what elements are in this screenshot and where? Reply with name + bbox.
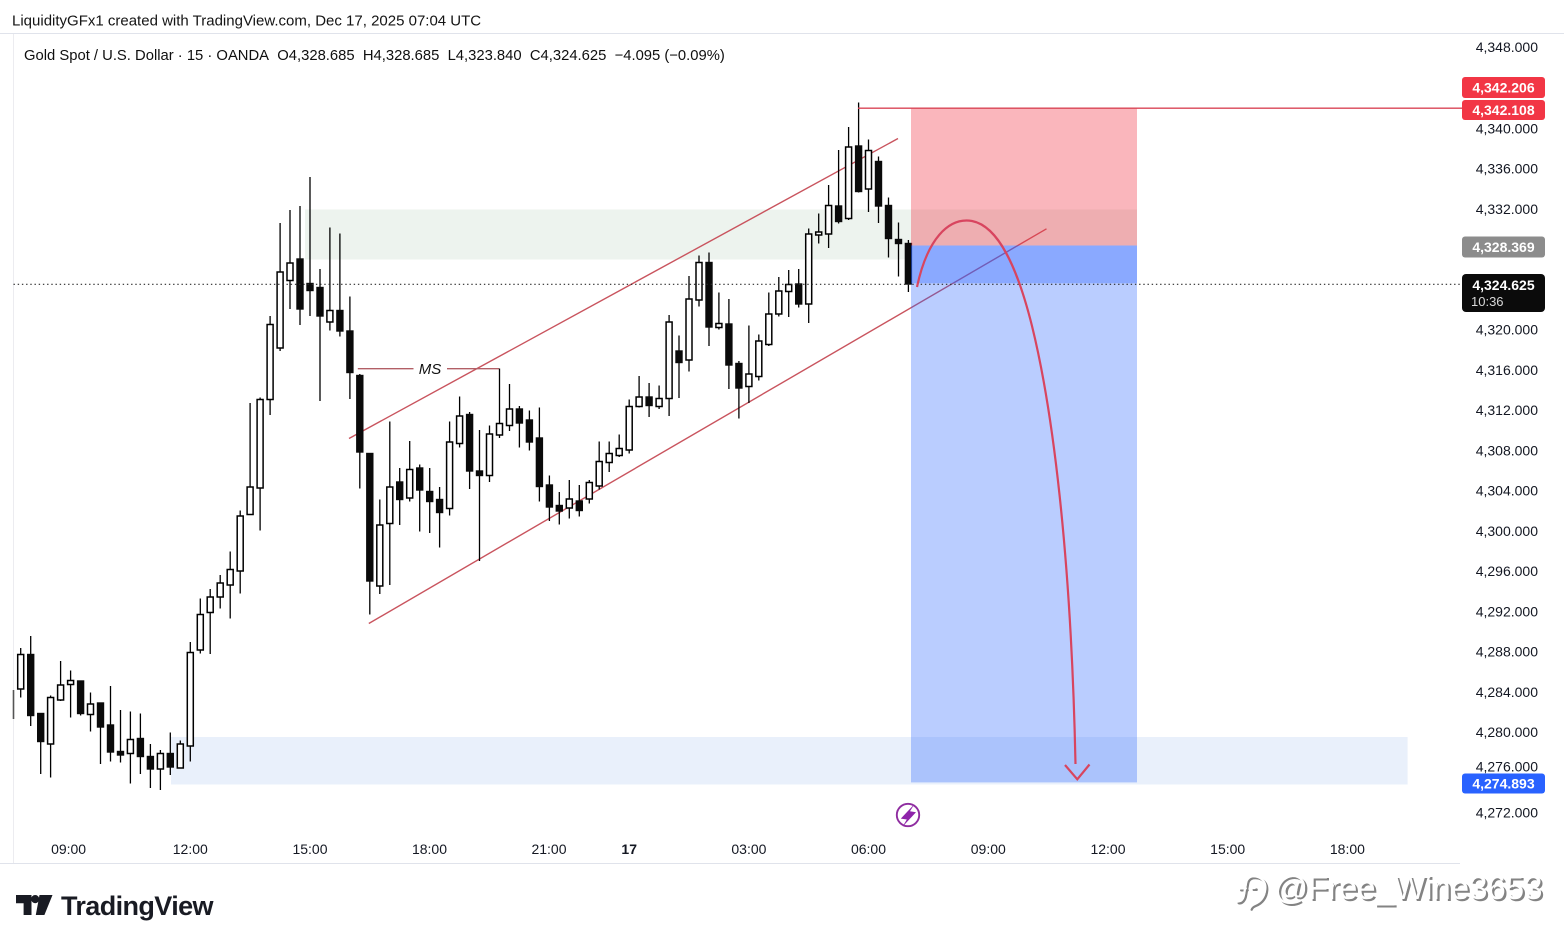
svg-text:MS: MS (419, 361, 442, 378)
svg-text:4,312.000: 4,312.000 (1476, 402, 1538, 418)
svg-text:4,342.108: 4,342.108 (1472, 102, 1534, 118)
svg-text:17: 17 (621, 841, 637, 857)
svg-text:4,276.000: 4,276.000 (1476, 758, 1538, 774)
svg-text:15:00: 15:00 (1210, 841, 1245, 857)
svg-text:09:00: 09:00 (51, 841, 86, 857)
svg-text:12:00: 12:00 (1090, 841, 1125, 857)
svg-text:4,342.206: 4,342.206 (1472, 80, 1534, 96)
svg-text:4,320.000: 4,320.000 (1476, 322, 1538, 338)
svg-text:03:00: 03:00 (731, 841, 766, 857)
svg-text:4,296.000: 4,296.000 (1476, 563, 1538, 579)
svg-text:@Free_Wine3653: @Free_Wine3653 (1274, 870, 1542, 907)
svg-text:15:00: 15:00 (292, 841, 327, 857)
svg-text:4,328.369: 4,328.369 (1472, 239, 1534, 255)
svg-text:4,336.000: 4,336.000 (1476, 161, 1538, 177)
svg-text:4,288.000: 4,288.000 (1476, 644, 1538, 660)
svg-text:LiquidityGFx1 created with Tra: LiquidityGFx1 created with TradingView.c… (12, 13, 481, 30)
svg-text:4,348.000: 4,348.000 (1476, 39, 1538, 55)
svg-text:09:00: 09:00 (971, 841, 1006, 857)
svg-text:4,324.625: 4,324.625 (1472, 277, 1534, 293)
svg-text:4,308.000: 4,308.000 (1476, 443, 1538, 459)
svg-text:4,340.000: 4,340.000 (1476, 121, 1538, 137)
svg-text:06:00: 06:00 (851, 841, 886, 857)
svg-text:10:36: 10:36 (1471, 294, 1504, 309)
svg-text:4,300.000: 4,300.000 (1476, 523, 1538, 539)
svg-text:4,280.000: 4,280.000 (1476, 724, 1538, 740)
svg-text:4,292.000: 4,292.000 (1476, 604, 1538, 620)
svg-text:21:00: 21:00 (531, 841, 566, 857)
svg-text:18:00: 18:00 (412, 841, 447, 857)
svg-text:@Free_Wine3653: @Free_Wine3653 (1276, 872, 1544, 909)
svg-text:4,316.000: 4,316.000 (1476, 362, 1538, 378)
svg-text:Gold Spot / U.S. Dollar · 15 ·: Gold Spot / U.S. Dollar · 15 · OANDA O4,… (24, 48, 725, 64)
svg-text:4,272.000: 4,272.000 (1476, 805, 1538, 821)
svg-text:12:00: 12:00 (173, 841, 208, 857)
svg-text:4,284.000: 4,284.000 (1476, 684, 1538, 700)
svg-text:4,332.000: 4,332.000 (1476, 201, 1538, 217)
svg-text:18:00: 18:00 (1330, 841, 1365, 857)
svg-text:4,304.000: 4,304.000 (1476, 483, 1538, 499)
svg-text:4,274.893: 4,274.893 (1472, 776, 1534, 792)
svg-text:TradingView: TradingView (61, 891, 215, 921)
